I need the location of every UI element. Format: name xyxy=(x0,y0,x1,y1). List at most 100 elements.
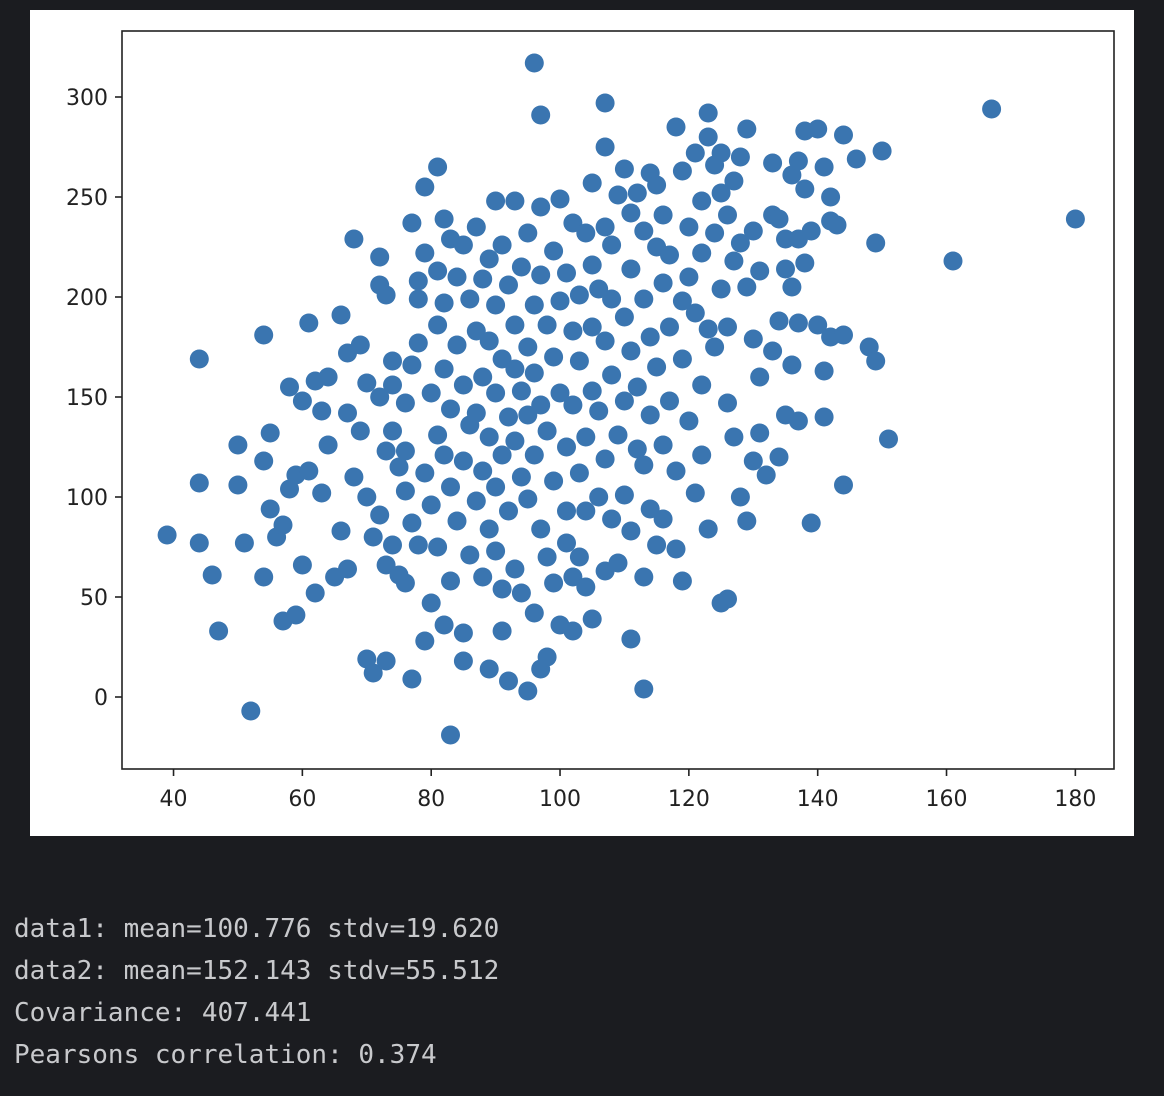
data-point xyxy=(408,271,428,291)
data-point xyxy=(505,315,525,335)
data-point xyxy=(750,261,770,281)
data-point xyxy=(982,99,1002,119)
data-point xyxy=(743,329,763,349)
y-tick-label: 300 xyxy=(66,86,108,111)
data-point xyxy=(737,119,757,139)
data-point xyxy=(685,483,705,503)
data-point xyxy=(640,327,660,347)
data-point xyxy=(724,427,744,447)
data-point xyxy=(750,423,770,443)
data-point xyxy=(808,315,828,335)
data-point xyxy=(531,265,551,285)
x-tick-label: 80 xyxy=(417,787,445,812)
data-point xyxy=(563,567,583,587)
data-point xyxy=(363,663,383,683)
data-point xyxy=(582,317,602,337)
data-point xyxy=(234,533,254,553)
data-point xyxy=(627,183,647,203)
data-point xyxy=(653,205,673,225)
data-point xyxy=(357,373,377,393)
data-point xyxy=(576,501,596,521)
data-point xyxy=(254,451,274,471)
data-point xyxy=(814,407,834,427)
output-line-pearsons-correlation: Pearsons correlation: 0.374 xyxy=(14,1040,437,1070)
data-point xyxy=(518,223,538,243)
data-point xyxy=(834,125,853,145)
data-point xyxy=(866,351,886,371)
data-point xyxy=(531,105,551,125)
data-point xyxy=(389,457,409,477)
data-point xyxy=(589,279,609,299)
console-output: data1: mean=100.776 stdv=19.620 data2: m… xyxy=(14,908,499,1076)
data-point xyxy=(685,143,705,163)
data-point xyxy=(486,295,506,315)
data-point xyxy=(730,147,750,167)
data-point xyxy=(518,405,538,425)
data-point xyxy=(750,367,770,387)
data-point xyxy=(209,621,229,641)
data-point xyxy=(492,621,512,641)
data-point xyxy=(582,173,602,193)
data-point xyxy=(692,191,712,211)
data-point xyxy=(453,375,473,395)
data-point xyxy=(582,609,602,629)
data-point xyxy=(376,285,396,305)
data-point xyxy=(756,465,776,485)
data-point xyxy=(383,375,402,395)
data-point xyxy=(557,437,576,457)
data-point xyxy=(730,487,750,507)
data-point xyxy=(846,149,866,169)
data-point xyxy=(299,461,319,481)
data-point xyxy=(402,355,422,375)
data-point xyxy=(344,229,364,249)
data-point xyxy=(692,243,712,263)
data-point xyxy=(434,359,454,379)
data-point xyxy=(576,427,596,447)
data-point xyxy=(370,247,390,267)
data-point xyxy=(718,205,737,225)
data-point xyxy=(621,259,641,279)
data-point xyxy=(421,593,441,613)
data-point xyxy=(415,177,435,197)
data-point xyxy=(447,267,467,287)
data-point xyxy=(524,445,544,465)
data-point xyxy=(672,571,692,591)
x-tick-label: 40 xyxy=(160,787,188,812)
data-point xyxy=(479,659,499,679)
data-point xyxy=(801,513,821,533)
data-point xyxy=(479,331,499,351)
data-point xyxy=(466,403,486,423)
data-point xyxy=(685,303,705,323)
data-point xyxy=(331,305,351,325)
data-point xyxy=(1065,209,1085,229)
data-point xyxy=(499,671,518,691)
data-point xyxy=(350,421,370,441)
data-point xyxy=(312,483,332,503)
x-tick-label: 160 xyxy=(926,787,968,812)
data-point xyxy=(621,203,641,223)
data-point xyxy=(589,401,609,421)
x-axis: 40 60 80 100 120 140 160 180 xyxy=(160,769,1096,812)
data-point xyxy=(621,629,641,649)
data-point xyxy=(531,197,551,217)
data-point xyxy=(788,411,808,431)
data-point xyxy=(653,509,673,529)
data-point xyxy=(795,253,815,273)
data-point xyxy=(550,291,570,311)
data-point xyxy=(460,545,480,565)
data-point xyxy=(434,209,454,229)
data-point xyxy=(660,245,679,265)
data-point xyxy=(415,631,435,651)
data-point xyxy=(544,347,564,367)
data-point xyxy=(698,519,718,539)
data-point xyxy=(724,171,744,191)
data-point xyxy=(705,223,725,243)
data-point xyxy=(640,499,660,519)
y-tick-label: 0 xyxy=(94,686,108,711)
data-point xyxy=(473,269,493,289)
data-point xyxy=(698,127,718,147)
data-point xyxy=(763,153,783,173)
data-point xyxy=(557,501,576,521)
data-point xyxy=(518,681,538,701)
data-point xyxy=(318,435,338,455)
